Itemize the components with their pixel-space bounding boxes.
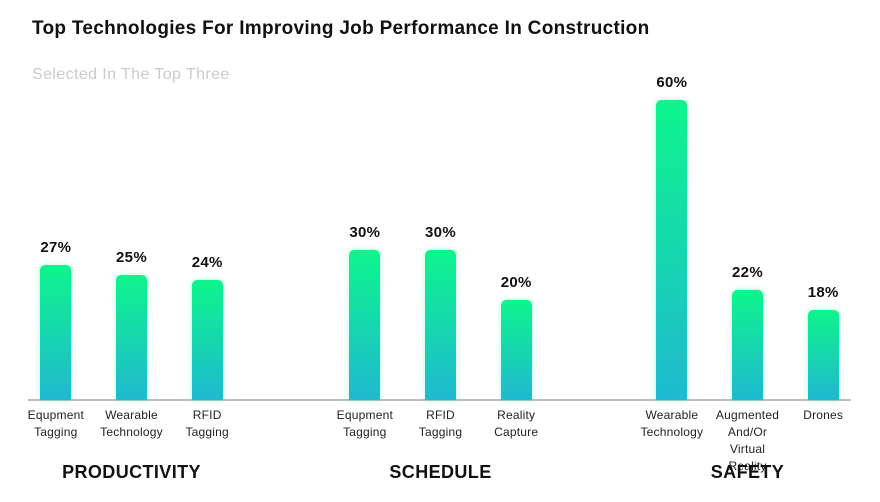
bars-row: 30% 30% 20% [327, 0, 554, 400]
category-label-line: Wearable [105, 408, 158, 422]
category-label-line: RFID [192, 408, 222, 422]
category-labels-row: Equpment Tagging Wearable Technology RFID Tag… [18, 407, 245, 441]
category-label: Wearable Technology [94, 407, 170, 441]
bar [500, 300, 532, 400]
bar-column: 30% [403, 224, 479, 400]
bar-value-label: 30% [349, 224, 381, 241]
category-label-line: Augmented [715, 408, 780, 422]
bar-value-label: 20% [500, 274, 532, 291]
category-label-line: Equpment [336, 408, 393, 422]
category-label: Augmented And/Or Virtual Reality [710, 407, 786, 475]
category-label-line: Tagging [418, 425, 463, 439]
bar-group: 30% 30% 20% Equpment Tagging RFID Tagging Reali… [327, 0, 554, 502]
bar-value-label: 24% [191, 254, 223, 271]
category-label-line: Reality [497, 408, 536, 422]
group-label: PRODUCTIVITY [62, 462, 201, 482]
category-labels-row: Wearable Technology Augmented And/Or Virtual… [634, 407, 861, 475]
category-label: Wearable Technology [634, 407, 710, 475]
bar [40, 265, 72, 400]
category-label: Equpment Tagging [18, 407, 94, 441]
category-label-line: Technology [100, 425, 163, 439]
category-labels-row: Equpment Tagging RFID Tagging Reality Capture [327, 407, 554, 441]
bar-column: 18% [785, 284, 861, 400]
bar-group: 27% 25% 24% Equpment Tagging Wearable Technolo… [18, 0, 245, 502]
bar-value-label: 25% [116, 249, 147, 266]
bar-column: 25% [94, 249, 170, 400]
category-label-line: Tagging [343, 425, 387, 439]
bar [116, 275, 147, 400]
bar-column: 22% [710, 264, 786, 400]
category-label-line: Equpment [27, 408, 84, 422]
bar-column: 30% [327, 224, 403, 400]
category-label-line: RFID [426, 408, 455, 422]
category-label: RFID Tagging [169, 407, 245, 441]
bar-value-label: 27% [40, 239, 72, 256]
category-label-line: Tagging [34, 425, 78, 439]
chart-title: Top Technologies For Improving Job Perfo… [32, 18, 650, 39]
group-label: SAFETY [710, 462, 785, 482]
category-label-line: And/Or [727, 425, 768, 439]
bar-value-label: 18% [807, 284, 839, 301]
bars-row: 27% 25% 24% [18, 0, 245, 400]
group-label: SCHEDULE [389, 462, 492, 482]
bar-column: 27% [18, 239, 94, 400]
bar [656, 100, 688, 400]
bar-value-label: 60% [656, 74, 688, 91]
category-label-line: Tagging [185, 425, 229, 439]
category-label-line: Capture [494, 425, 539, 439]
category-label-line: Drones [803, 408, 844, 422]
bar-column: 20% [478, 274, 554, 400]
bars-row: 60% 22% 18% [634, 0, 861, 400]
category-label: RFID Tagging [403, 407, 479, 441]
bar [191, 280, 223, 400]
bar [732, 290, 763, 400]
category-label: Equpment Tagging [327, 407, 403, 441]
category-label: Drones [785, 407, 861, 475]
bar [425, 250, 456, 400]
bar-group: 60% 22% 18% Wearable Technology Augmented And/… [634, 0, 861, 502]
bar [807, 310, 839, 400]
category-label-line: Virtual Reality [728, 442, 767, 473]
bar-column: 24% [169, 254, 245, 400]
category-label-line: Wearable [645, 408, 699, 422]
bar-value-label: 30% [425, 224, 456, 241]
bar [349, 250, 381, 400]
category-label: Reality Capture [478, 407, 554, 441]
bar-column: 60% [634, 74, 710, 400]
x-axis-line [28, 399, 851, 401]
chart-subtitle: Selected In The Top Three [32, 66, 230, 83]
bar-value-label: 22% [732, 264, 763, 281]
category-label-line: Technology [640, 425, 704, 439]
